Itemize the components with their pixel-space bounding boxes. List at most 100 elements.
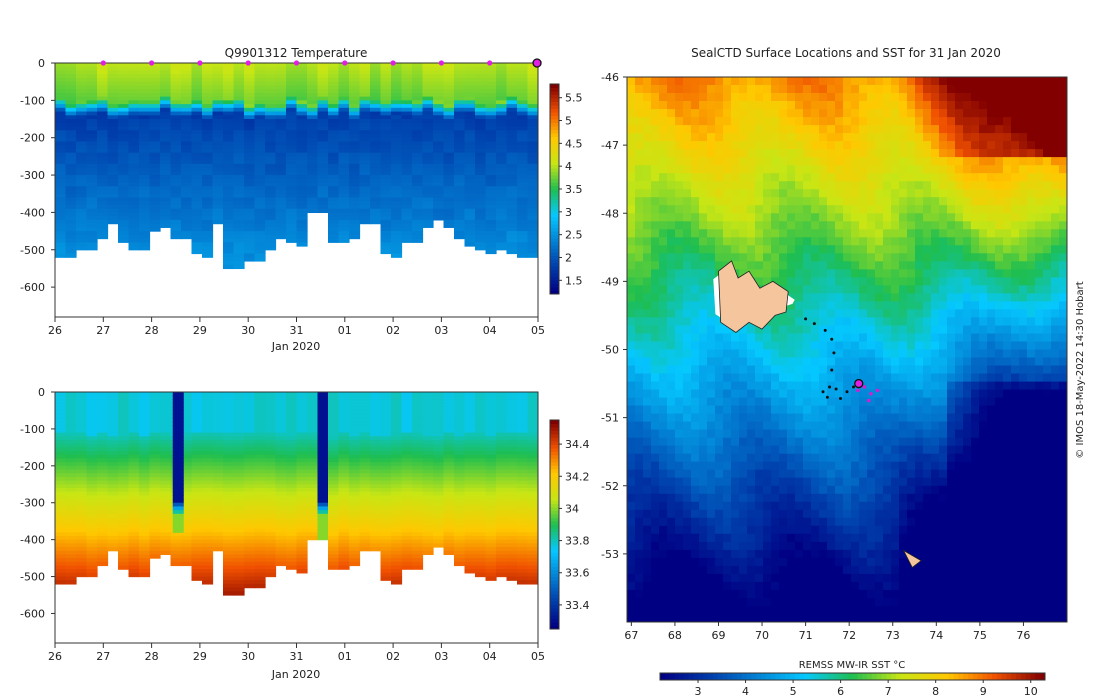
profile-cell [191,495,203,500]
profile-cell [202,163,214,169]
profile-cell [496,81,508,87]
profile-cell [233,197,245,202]
profile-cell [160,178,172,184]
profile-cell [412,227,424,232]
profile-cell [265,81,277,87]
profile-cell [349,547,361,552]
profile-cell [328,193,340,199]
profile-cell [391,92,403,98]
profile-cell [128,506,140,511]
profile-cell [244,234,256,240]
profile-cell [254,182,266,187]
profile-cell [443,133,455,139]
profile-cell [128,550,140,556]
profile-cell [76,152,88,157]
profile-cell [412,156,424,161]
profile-cell [527,208,538,214]
profile-cell [412,550,424,556]
profile-cell [233,417,245,423]
profile-cell [307,469,319,474]
colorbar-segment [550,465,559,470]
profile-column [338,63,350,243]
profile-cell [496,163,508,169]
profile-cell [380,104,392,109]
profile-column [317,392,329,541]
profile-cell [286,234,298,240]
profile-cell [464,528,476,533]
anomalous-profile-cell [172,458,184,463]
profile-cell [181,163,193,169]
profile-cell [170,104,182,109]
profile-cell [65,392,77,397]
profile-cell [265,454,277,460]
profile-cell [296,238,308,243]
profile-cell [181,111,193,116]
profile-cell [181,554,193,559]
profile-cell [139,66,151,72]
profile-cell [443,484,455,489]
profile-cell [296,119,308,124]
profile-cell [181,425,193,430]
profile-cell [338,137,350,143]
profile-cell [65,122,77,128]
profile-cell [422,543,434,548]
profile-cell [118,148,130,154]
profile-cell [359,532,371,537]
profile-cell [181,465,193,471]
profile-cell [317,148,329,154]
profile-cell [244,148,256,154]
x-tick-label: 30 [241,650,255,663]
profile-cell [55,145,67,150]
profile-cell [517,476,529,482]
profile-cell [286,77,298,83]
profile-cell [202,242,214,247]
profile-cell [254,554,266,559]
profile-cell [454,152,466,157]
profile-cell [233,572,245,578]
profile-cell [391,451,403,456]
profile-cell [275,454,287,460]
profile-cell [370,410,382,415]
profile-cell [265,554,277,559]
profile-cell [128,399,140,404]
profile-cell [191,107,203,113]
profile-cell [391,100,403,105]
profile-cell [454,561,466,567]
profile-cell [55,473,67,478]
profile-cell [349,428,361,434]
profile-cell [454,178,466,184]
profile-cell [107,406,119,412]
profile-cell [254,74,266,79]
profile-cell [86,85,98,90]
profile-cell [286,156,298,161]
profile-cell [244,89,256,94]
profile-cell [244,111,256,116]
profile-cell [149,517,161,522]
profile-cell [181,178,193,184]
profile-cell [191,432,203,437]
profile-cell [317,469,329,474]
profile-cell [202,186,214,191]
profile-cell [359,204,371,210]
colorbar-segment [550,231,559,235]
profile-cell [181,74,193,79]
profile-cell [380,111,392,116]
profile-cell [55,521,67,526]
profile-cell [118,167,130,172]
profile-cell [485,451,497,456]
profile-cell [422,111,434,116]
profile-cell [244,85,256,90]
profile-cell [475,119,487,124]
profile-cell [527,63,538,68]
profile-cell [370,428,382,434]
profile-cell [275,130,287,135]
profile-cell [317,454,329,460]
profile-cell [139,104,151,109]
profile-cell [454,63,466,68]
profile-cell [328,417,340,423]
profile-cell [370,171,382,176]
profile-cell [496,439,508,445]
sst-cell [763,77,772,86]
profile-cell [443,171,455,176]
profile-cell [107,130,119,135]
